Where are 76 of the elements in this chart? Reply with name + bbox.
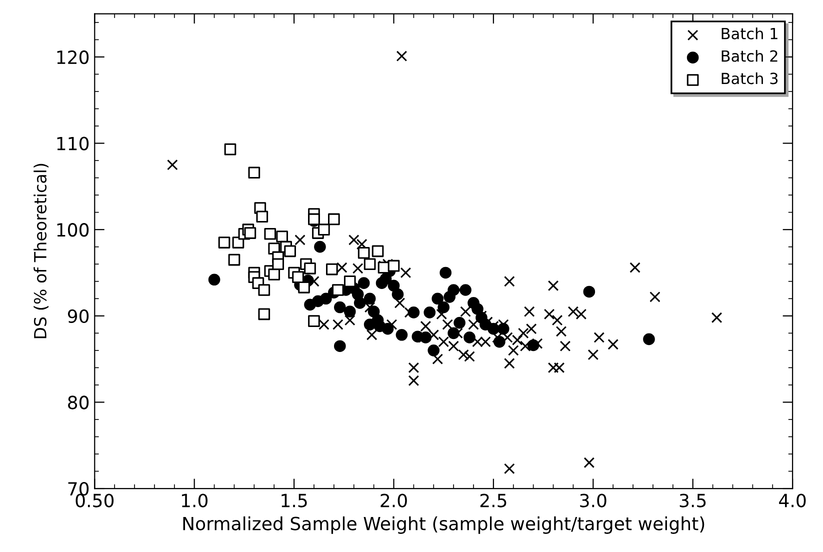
- point: [304, 262, 316, 274]
- point: [382, 322, 394, 335]
- point: [224, 143, 236, 156]
- point: [326, 263, 338, 276]
- point: [228, 254, 240, 266]
- x-tick-label: 2.0: [380, 494, 407, 508]
- point: [472, 303, 484, 315]
- x-tick-label: 1.0: [182, 494, 208, 508]
- point: [264, 228, 276, 240]
- x-tick-label: 3.5: [680, 494, 706, 508]
- point: [292, 271, 304, 283]
- x-axis-title: Normalized Sample Weight (sample weight/target weight): [183, 516, 704, 534]
- x-tick-label: 3.0: [580, 494, 606, 508]
- point: [334, 301, 346, 314]
- point: [432, 292, 444, 305]
- point: [364, 292, 376, 305]
- legend-label: Batch 2: [722, 50, 778, 62]
- point: [527, 339, 540, 352]
- point: [424, 306, 436, 318]
- point: [308, 315, 320, 327]
- point: [334, 340, 346, 352]
- point: [448, 284, 460, 296]
- point: [328, 213, 340, 226]
- point: [218, 236, 230, 248]
- y-tick-label: 70: [68, 482, 89, 496]
- point: [272, 258, 284, 270]
- point: [364, 258, 376, 270]
- point: [583, 286, 596, 298]
- x-tick-label: 0.50: [76, 494, 114, 508]
- y-tick-label: 100: [57, 223, 89, 237]
- point: [454, 316, 466, 329]
- point: [354, 297, 366, 309]
- point: [208, 274, 220, 286]
- point: [276, 230, 288, 242]
- point: [464, 332, 476, 344]
- point: [258, 284, 270, 296]
- point: [460, 284, 472, 296]
- point: [248, 166, 260, 179]
- point: [392, 288, 404, 300]
- point: [388, 280, 400, 292]
- point: [428, 344, 440, 356]
- legend-label: Batch 1: [722, 28, 778, 40]
- point: [368, 306, 380, 318]
- y-tick-label: 120: [57, 50, 89, 64]
- point: [358, 277, 370, 290]
- point: [358, 246, 370, 259]
- point: [314, 240, 326, 253]
- point: [258, 308, 270, 320]
- point: [388, 260, 400, 272]
- point: [448, 327, 460, 340]
- point: [372, 245, 384, 258]
- y-tick-label: 110: [57, 136, 89, 150]
- point: [284, 245, 296, 258]
- y-axis-title: DS (% of Theoretical): [34, 164, 48, 338]
- x-tick-label: 1.5: [282, 494, 307, 508]
- point: [440, 266, 452, 279]
- y-tick-label: 80: [68, 396, 89, 410]
- point: [364, 318, 376, 330]
- y-tick-label: 90: [68, 309, 89, 324]
- point: [332, 284, 344, 296]
- point: [344, 306, 356, 318]
- legend-label: Batch 3: [722, 72, 778, 84]
- x-tick-label: 4.0: [779, 494, 806, 508]
- point: [408, 306, 420, 318]
- x-tick-label: 2.5: [480, 494, 506, 508]
- point: [256, 210, 268, 223]
- point: [268, 268, 280, 280]
- point: [244, 227, 256, 239]
- point: [344, 275, 356, 288]
- point: [318, 224, 330, 236]
- point: [320, 292, 332, 305]
- point: [438, 301, 450, 314]
- point: [396, 328, 408, 341]
- point: [494, 336, 506, 348]
- point: [643, 333, 655, 346]
- point: [498, 322, 510, 335]
